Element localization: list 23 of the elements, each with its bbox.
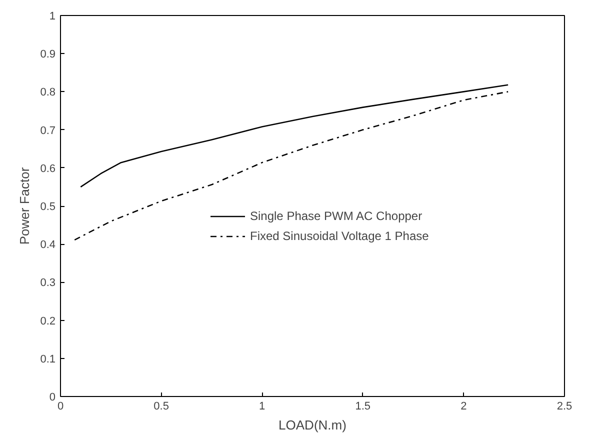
- y-tick-label: 0.9: [40, 48, 56, 61]
- y-tick-label: 0.1: [40, 353, 56, 366]
- y-tick-label: 0.5: [40, 201, 56, 213]
- x-tick-label: 0: [57, 400, 64, 412]
- line-series: [74, 91, 509, 241]
- y-tick-label: 0.7: [40, 124, 56, 137]
- x-axis-title: LOAD(N.m): [278, 418, 346, 432]
- legend-label: Fixed Sinusoidal Voltage 1 Phase: [250, 229, 429, 243]
- line-series: [80, 84, 509, 188]
- y-tick-label: 1: [49, 10, 56, 22]
- x-tick-label: 0.5: [154, 400, 169, 412]
- x-tick-label: 2.5: [556, 400, 572, 412]
- x-tick-label: 1: [259, 400, 266, 412]
- y-tick-label: 0.2: [40, 315, 56, 328]
- y-tick-label: 0.8: [40, 86, 56, 99]
- y-tick-label: 0.3: [40, 277, 56, 290]
- y-axis-title: Power Factor: [17, 166, 32, 245]
- x-tick-label: 1.5: [355, 400, 371, 412]
- y-tick-label: 0: [49, 392, 56, 404]
- legend-label: Single Phase PWM AC Chopper: [250, 209, 422, 223]
- y-tick-label: 0.4: [40, 239, 56, 252]
- y-tick-label: 0.6: [40, 162, 56, 175]
- x-tick-label: 2: [460, 400, 467, 412]
